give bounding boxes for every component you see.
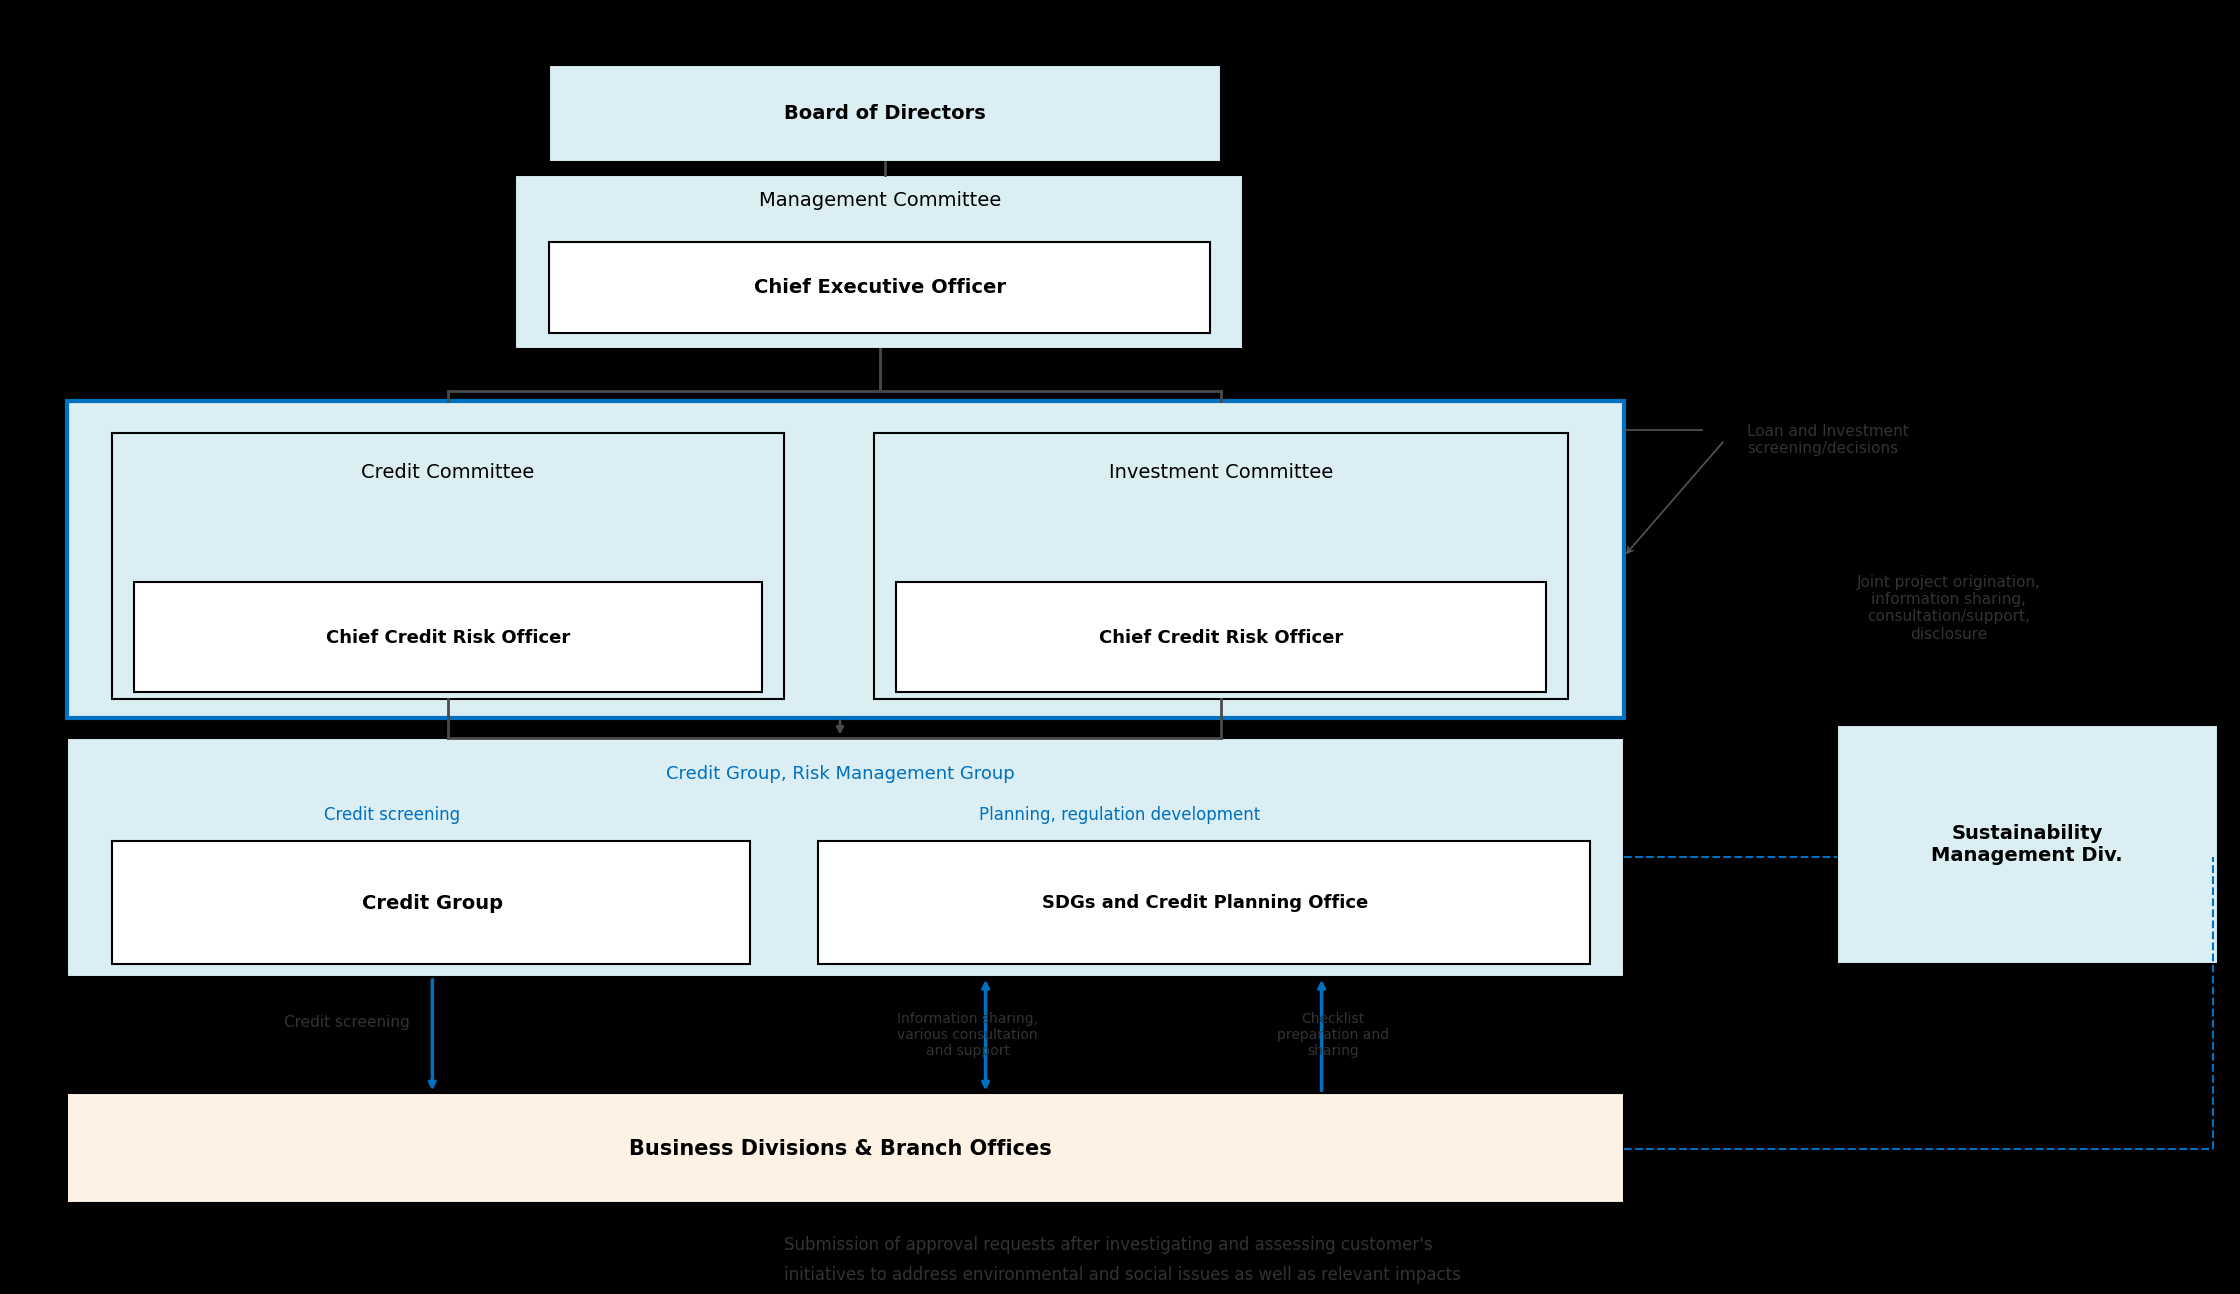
Text: Submission of approval requests after investigating and assessing customer's: Submission of approval requests after in… [784,1236,1434,1254]
Text: SDGs and Credit Planning Office: SDGs and Credit Planning Office [1042,894,1369,912]
FancyBboxPatch shape [549,65,1221,162]
Text: Sustainability
Management Div.: Sustainability Management Div. [1931,824,2124,866]
Text: Business Divisions & Branch Offices: Business Divisions & Branch Offices [629,1139,1051,1159]
Text: initiatives to address environmental and social issues as well as relevant impac: initiatives to address environmental and… [784,1266,1460,1284]
Text: Chief Executive Officer: Chief Executive Officer [755,278,1006,296]
Text: Credit Group, Risk Management Group: Credit Group, Risk Management Group [665,765,1015,783]
Text: Chief Credit Risk Officer: Chief Credit Risk Officer [1098,629,1344,647]
Text: Planning, regulation development: Planning, regulation development [979,806,1261,824]
Text: Information sharing,
various consultation
and support: Information sharing, various consultatio… [898,1012,1037,1058]
Text: Joint project origination,
information sharing,
consultation/support,
disclosure: Joint project origination, information s… [1857,575,2041,642]
FancyBboxPatch shape [112,841,750,964]
FancyBboxPatch shape [1837,725,2218,964]
FancyBboxPatch shape [549,242,1210,333]
FancyBboxPatch shape [818,841,1590,964]
FancyBboxPatch shape [112,433,784,699]
Text: Checklist
preparation and
sharing: Checklist preparation and sharing [1277,1012,1389,1058]
FancyBboxPatch shape [134,582,762,692]
FancyBboxPatch shape [515,175,1243,349]
FancyBboxPatch shape [896,582,1546,692]
Text: Investment Committee: Investment Committee [1109,463,1333,481]
FancyBboxPatch shape [67,738,1624,977]
Text: Management Committee: Management Committee [759,192,1001,210]
Text: Credit Group: Credit Group [363,894,502,912]
FancyBboxPatch shape [874,433,1568,699]
FancyBboxPatch shape [67,401,1624,718]
Text: Chief Credit Risk Officer: Chief Credit Risk Officer [325,629,571,647]
Text: Credit screening: Credit screening [284,1014,410,1030]
FancyBboxPatch shape [67,1093,1624,1203]
Text: Loan and Investment
screening/decisions: Loan and Investment screening/decisions [1747,423,1908,457]
Text: Board of Directors: Board of Directors [784,105,986,123]
Text: Credit screening: Credit screening [325,806,459,824]
Text: Credit Committee: Credit Committee [361,463,535,481]
